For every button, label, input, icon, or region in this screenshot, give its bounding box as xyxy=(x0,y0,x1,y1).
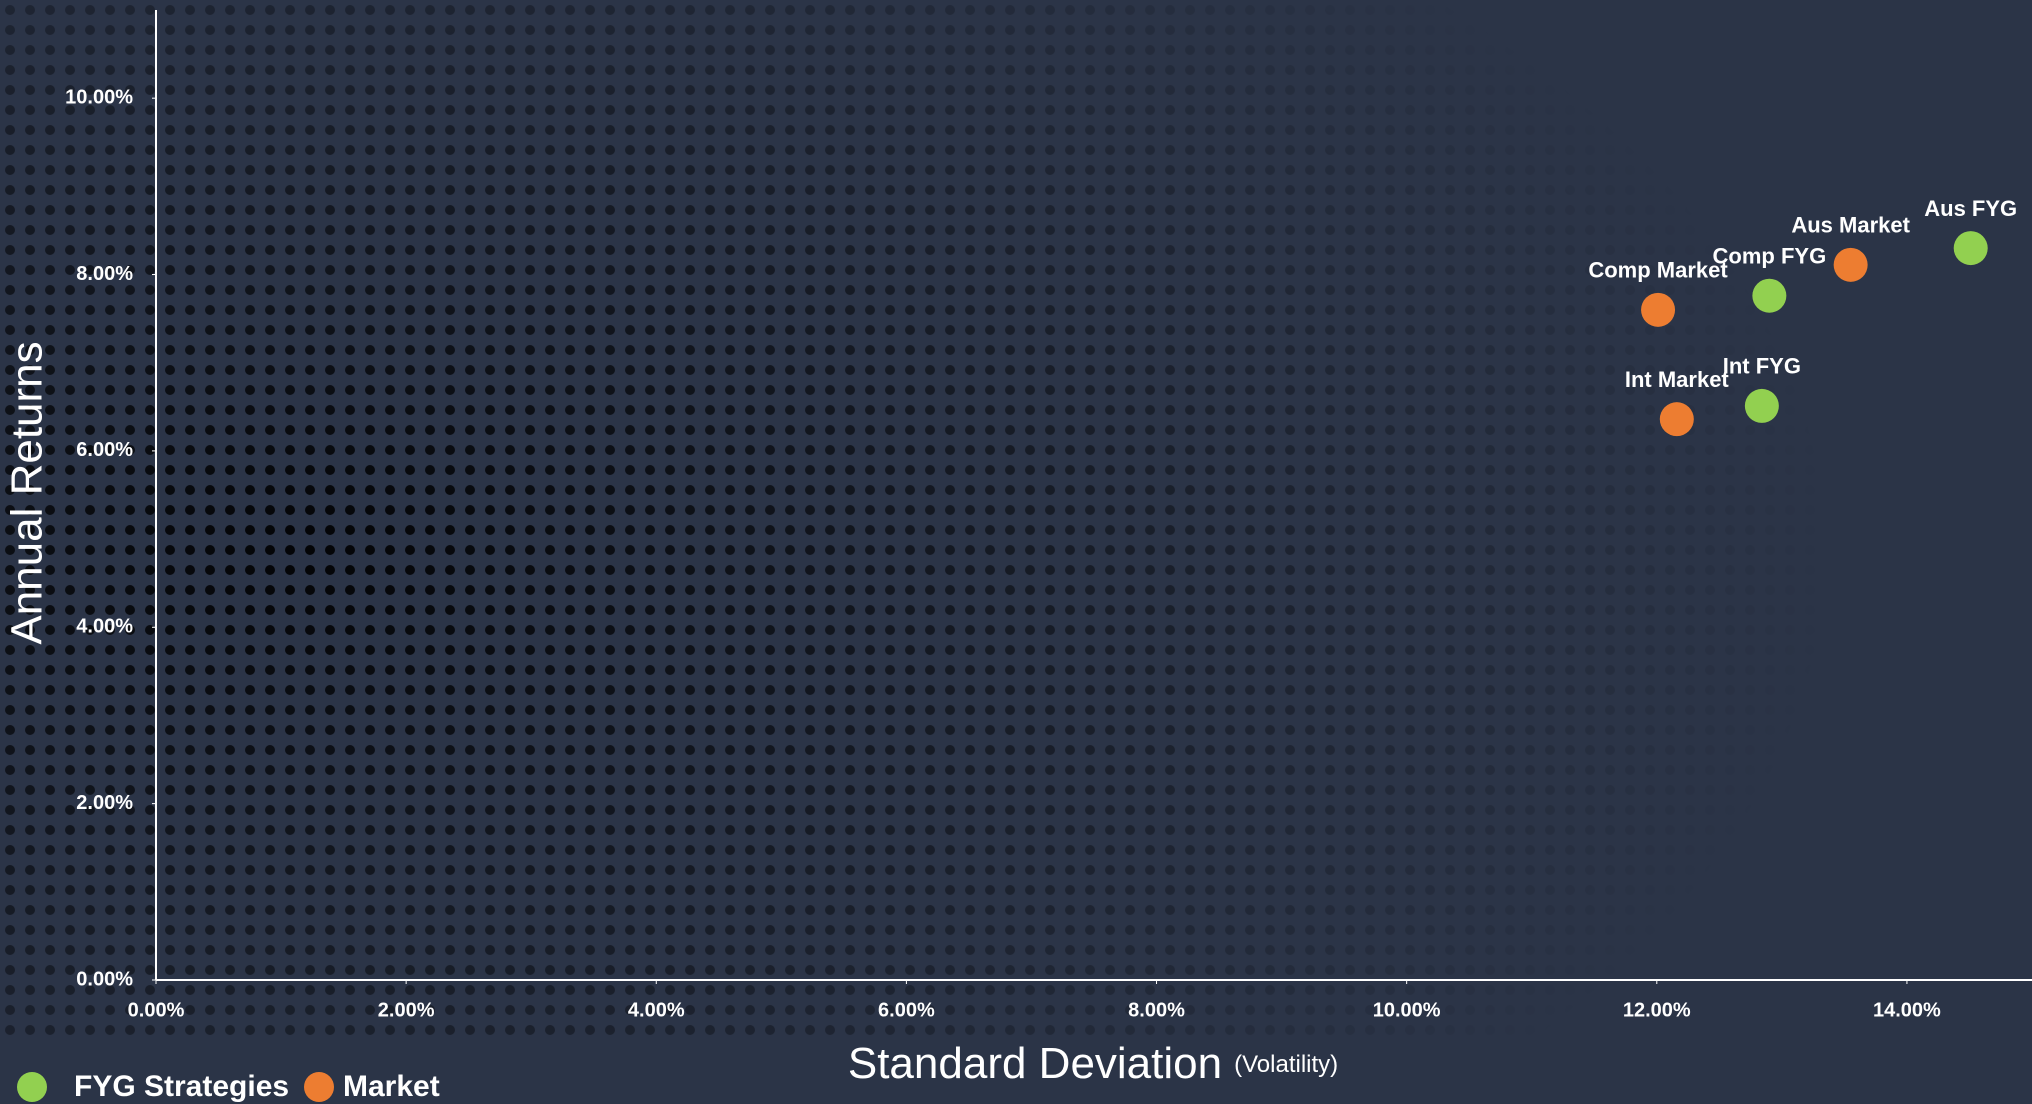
point-label: Comp Market xyxy=(1588,258,1728,283)
y-tick-label: 0.00% xyxy=(76,968,133,990)
x-axis-label: Standard Deviation xyxy=(848,1039,1222,1088)
legend-marker xyxy=(304,1072,334,1102)
x-axis-label-group: Standard Deviation (Volatility) xyxy=(848,1039,1338,1088)
x-tick-label: 12.00% xyxy=(1623,999,1691,1021)
data-point xyxy=(1744,388,1779,423)
data-point xyxy=(1659,402,1694,437)
point-label: Int FYG xyxy=(1723,354,1801,379)
x-axis-label-note: (Volatility) xyxy=(1234,1051,1338,1078)
background-pattern xyxy=(0,0,2032,1040)
y-tick-label: 2.00% xyxy=(76,792,133,814)
legend-label: Market xyxy=(343,1070,440,1103)
y-tick-label: 6.00% xyxy=(76,439,133,461)
x-tick-label: 0.00% xyxy=(128,999,185,1021)
x-tick-label: 8.00% xyxy=(1128,999,1185,1021)
data-point xyxy=(1752,278,1787,313)
legend-marker xyxy=(17,1072,47,1102)
y-tick-label: 10.00% xyxy=(65,86,133,108)
x-tick-label: 14.00% xyxy=(1873,999,1941,1021)
point-label: Comp FYG xyxy=(1713,244,1827,269)
point-label: Aus Market xyxy=(1791,213,1910,238)
y-tick-label: 8.00% xyxy=(76,263,133,285)
x-tick-label: 2.00% xyxy=(378,999,435,1021)
data-point xyxy=(1953,231,1988,266)
x-tick-label: 4.00% xyxy=(628,999,685,1021)
legend-label: FYG Strategies xyxy=(74,1070,289,1103)
x-tick-label: 6.00% xyxy=(878,999,935,1021)
data-point xyxy=(1833,247,1868,282)
y-tick-label: 4.00% xyxy=(76,616,133,638)
point-label: Int Market xyxy=(1625,367,1730,392)
point-label: Aus FYG xyxy=(1924,196,2017,221)
data-point xyxy=(1641,292,1676,327)
y-axis-label: Annual Returns xyxy=(3,341,52,644)
x-tick-label: 10.00% xyxy=(1373,999,1441,1021)
